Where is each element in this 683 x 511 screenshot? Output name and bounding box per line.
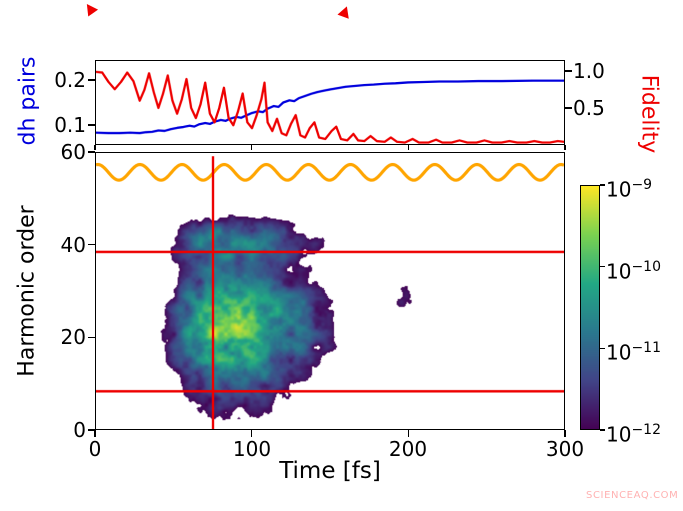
colorbar — [580, 185, 600, 430]
axis-tick — [600, 184, 605, 186]
cbar-tick-exp: −11 — [631, 340, 661, 356]
watermark-arrow-icon — [337, 4, 353, 19]
top-panel — [95, 60, 565, 145]
axis-tick — [600, 347, 605, 350]
cbar-tick-base: 10 — [606, 177, 632, 202]
axis-tick — [88, 151, 95, 153]
cbar-tick-1e-9: 10−9 — [606, 172, 652, 203]
axis-tick — [88, 336, 95, 339]
main-xtick-0: 0 — [88, 437, 102, 461]
spectrogram-panel — [95, 152, 565, 430]
main-ytick-60: 60 — [60, 140, 86, 164]
spectrogram-canvas — [96, 153, 564, 429]
axis-tick — [407, 430, 410, 437]
axis-tick — [94, 430, 96, 437]
cbar-tick-1e-12: 10−12 — [606, 417, 661, 448]
main-ylabel: Harmonic order — [14, 205, 40, 377]
cbar-tick-base: 10 — [606, 340, 632, 365]
axis-tick — [88, 429, 95, 431]
cbar-tick-1e-10: 10−10 — [606, 254, 661, 285]
cbar-tick-1e-11: 10−11 — [606, 335, 661, 366]
axis-tick — [407, 145, 410, 150]
main-xtick-300: 300 — [545, 437, 585, 461]
main-xtick-200: 200 — [388, 437, 428, 461]
top-ylabel-left: dh pairs — [15, 56, 41, 146]
watermark-text: SCIENCEAQ.COM — [586, 490, 679, 501]
axis-tick — [564, 145, 566, 150]
main-ytick-0: 0 — [73, 418, 86, 442]
colorbar-canvas — [581, 186, 599, 429]
top-ylabel-right: Fidelity — [636, 74, 662, 154]
top-ytick-0.1: 0.1 — [54, 113, 86, 137]
axis-tick — [94, 145, 96, 150]
top-ytick-1.0: 1.0 — [573, 59, 605, 83]
cbar-tick-base: 10 — [606, 422, 632, 447]
cbar-tick-exp: −10 — [631, 259, 661, 275]
axis-tick — [565, 107, 572, 109]
axis-tick — [250, 145, 253, 150]
axis-tick — [565, 70, 572, 72]
top-ytick-0.5: 0.5 — [573, 96, 605, 120]
main-ytick-40: 40 — [60, 233, 86, 257]
watermark-arrow-icon — [81, 0, 99, 17]
cbar-tick-exp: −12 — [631, 422, 661, 438]
axis-tick — [250, 430, 253, 437]
x-axis-label: Time [fs] — [279, 458, 381, 484]
top-ytick-0.2: 0.2 — [54, 68, 86, 92]
axis-tick — [600, 429, 605, 431]
cbar-tick-exp: −9 — [631, 177, 653, 193]
main-ytick-20: 20 — [60, 325, 86, 349]
axis-tick — [564, 430, 566, 437]
axis-tick — [88, 79, 95, 81]
axis-tick — [88, 243, 95, 246]
top-panel-canvas — [96, 61, 564, 144]
axis-tick — [88, 124, 95, 126]
main-xtick-100: 100 — [232, 437, 272, 461]
axis-tick — [600, 265, 605, 268]
cbar-tick-base: 10 — [606, 259, 632, 284]
